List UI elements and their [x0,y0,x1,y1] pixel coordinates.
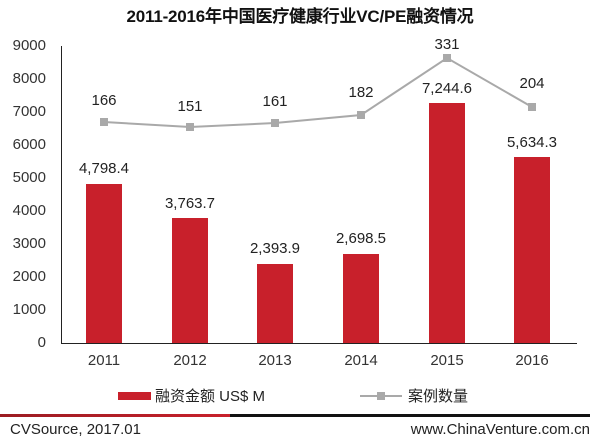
bar-2015 [429,103,465,343]
bar-value-label: 5,634.3 [506,134,558,151]
y-tick: 7000 [12,103,46,120]
line-marker [443,54,451,62]
bar-value-label: 3,763.7 [164,195,216,212]
footer-divider-black [230,414,590,417]
x-tick: 2016 [515,352,549,369]
x-tick: 2015 [430,352,464,369]
source-note: CVSource, 2017.01 [10,421,141,438]
x-axis-line [61,343,577,344]
x-tick: 2013 [258,352,292,369]
bar-2012 [172,218,208,343]
line-value-label: 161 [262,93,288,110]
y-tick: 1000 [12,301,46,318]
bar-value-label: 4,798.4 [78,160,130,177]
line-value-label: 166 [91,92,117,109]
y-axis-line [61,46,62,344]
y-tick: 4000 [12,202,46,219]
y-tick: 5000 [12,169,46,186]
line-marker [100,118,108,126]
y-tick: 6000 [12,136,46,153]
line-value-label: 204 [519,75,545,92]
line-value-label: 151 [177,98,203,115]
footer-divider-red [0,414,230,417]
line-marker [528,103,536,111]
legend-item-cases: 案例数量 [360,385,468,406]
bar-value-label: 2,698.5 [335,230,387,247]
chart-title: 2011-2016年中国医疗健康行业VC/PE融资情况 [126,7,474,26]
y-tick: 9000 [12,37,46,54]
legend-label: 融资金额 US$ M [155,388,266,405]
y-tick: 3000 [12,235,46,252]
line-marker [357,111,365,119]
line-marker [271,119,279,127]
y-tick: 2000 [12,268,46,285]
legend-item-funding: 融资金额 US$ M [118,385,265,406]
bar-swatch-icon [118,391,151,400]
bar-2016 [514,157,550,343]
x-tick: 2011 [87,352,121,369]
y-tick: 8000 [12,70,46,87]
y-tick: 0 [37,334,46,351]
bar-2013 [257,264,293,343]
line-marker [186,123,194,131]
bar-2014 [343,254,379,343]
legend-label: 案例数量 [408,388,469,405]
line-value-label: 331 [434,36,460,53]
x-tick: 2014 [344,352,378,369]
website-note: www.ChinaVenture.com.cn [410,421,590,438]
bar-value-label: 2,393.9 [249,240,301,257]
line-marker-swatch-icon [360,391,402,401]
x-tick: 2012 [173,352,207,369]
bar-2011 [86,184,122,343]
bar-value-label: 7,244.6 [421,80,473,97]
line-value-label: 182 [348,84,374,101]
